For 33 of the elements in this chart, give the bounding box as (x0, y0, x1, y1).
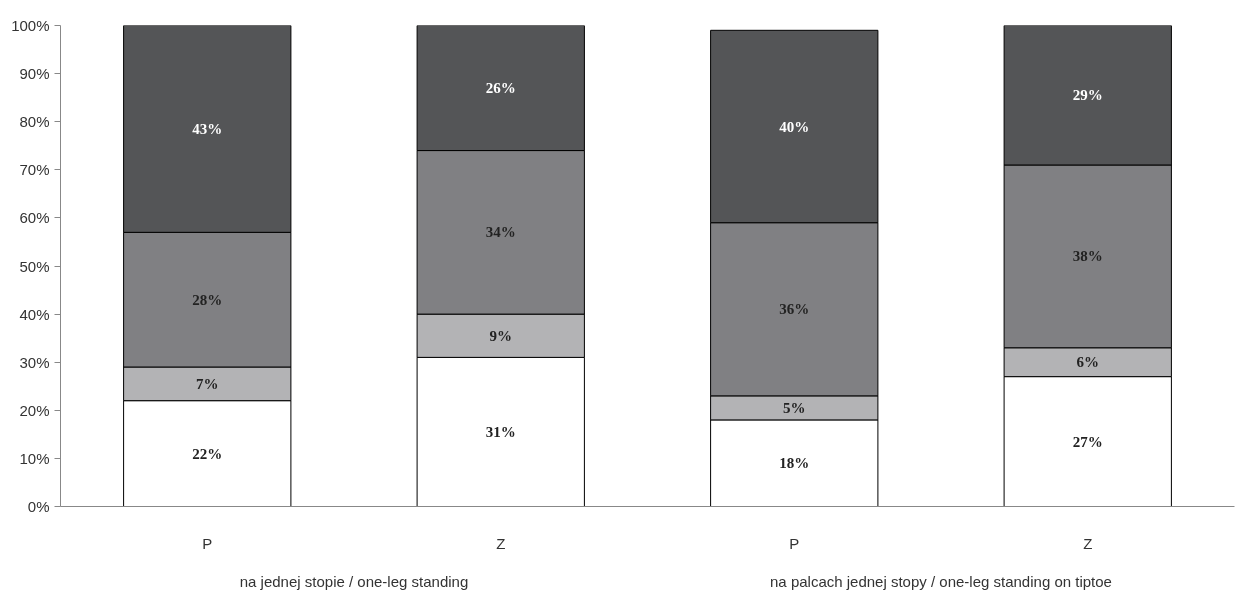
data-label: 31% (485, 423, 516, 440)
data-label: 22% (192, 445, 223, 462)
y-tick-label: 10% (19, 449, 50, 467)
x-tick-label: Z (496, 534, 506, 552)
y-tick-label: 100% (11, 17, 50, 34)
data-label: 28% (192, 291, 223, 308)
y-tick-label: 60% (19, 209, 50, 227)
data-label: 36% (779, 301, 810, 318)
data-label: 6% (1076, 354, 1099, 371)
data-label: 18% (779, 455, 810, 472)
data-label: 7% (196, 375, 219, 392)
data-label: 9% (489, 327, 512, 344)
data-label: 38% (1072, 248, 1103, 265)
y-tick-label: 20% (19, 401, 50, 419)
y-tick-label: 40% (19, 305, 50, 323)
y-tick-label: 70% (19, 161, 50, 179)
y-tick-label: 30% (19, 353, 50, 371)
y-tick-label: 0% (27, 498, 50, 515)
data-label: 29% (1072, 87, 1103, 104)
data-label: 5% (783, 399, 806, 416)
y-tick-label: 80% (19, 113, 50, 131)
text: na jednej stopie / one-leg standing (239, 572, 469, 590)
x-tick-label: Z (1083, 534, 1093, 552)
y-tick-label: 50% (19, 257, 50, 275)
text: na palcach jednej stopy / one-leg standing on tiptoe (770, 572, 1112, 590)
x-tick-label: P (202, 534, 213, 552)
data-label: 27% (1072, 433, 1103, 450)
x-tick-label: P (789, 534, 800, 552)
data-label: 34% (485, 224, 516, 241)
data-label: 26% (485, 80, 516, 97)
data-label: 40% (779, 118, 810, 135)
data-label: 43% (192, 120, 223, 137)
y-tick-label: 90% (19, 65, 50, 83)
